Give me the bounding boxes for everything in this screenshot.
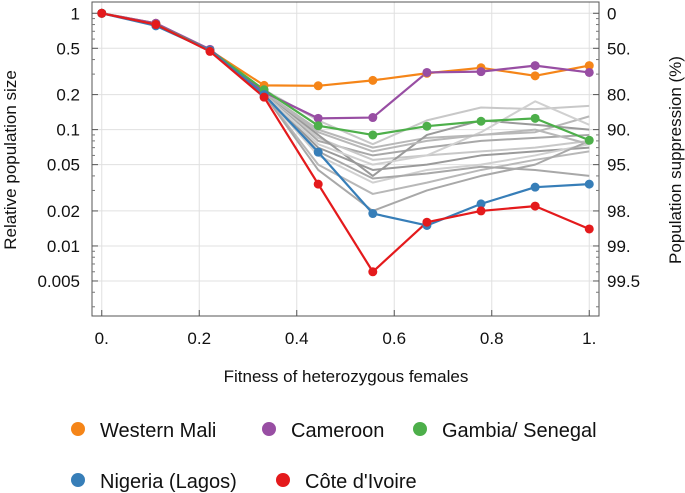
legend-label: Cameroon (291, 420, 384, 442)
data-point-gambia-senegal (368, 130, 378, 140)
y-tick-label: 0.005 (37, 272, 80, 291)
background-series-line (263, 91, 590, 153)
data-point-cameroon (530, 61, 540, 71)
y-tick-label: 0.01 (47, 237, 80, 256)
legend-label: Gambia/ Senegal (442, 420, 597, 442)
data-point-gambia-senegal (530, 113, 540, 123)
data-point-c-te-d-ivoire (97, 8, 107, 18)
background-series-line (263, 91, 590, 157)
y2-tick-label: 95. (607, 156, 631, 175)
x-tick-label: 0. (95, 329, 109, 348)
series-line-c-te-d-ivoire (101, 12, 590, 273)
y2-tick-label: 0 (607, 4, 616, 23)
y2-tick-label: 90. (607, 121, 631, 140)
series-line-cameroon (101, 12, 590, 120)
x-tick-label: 0.2 (187, 329, 211, 348)
x-tick-label: 0.8 (480, 329, 504, 348)
data-point-c-te-d-ivoire (584, 224, 594, 234)
background-series-group (263, 88, 590, 212)
legend-label: Nigeria (Lagos) (100, 471, 237, 493)
background-series-line (263, 91, 590, 177)
legend-label: Côte d'Ivoire (305, 471, 417, 493)
data-point-c-te-d-ivoire (205, 46, 215, 56)
background-series-line (263, 93, 590, 166)
x-axis-title: Fitness of heterozygous females (224, 367, 469, 386)
y-tick-label: 0.05 (47, 156, 80, 175)
data-point-nigeria-lagos (530, 182, 540, 192)
legend-marker (413, 422, 427, 436)
y2-tick-label: 50. (607, 39, 631, 58)
data-point-gambia-senegal (422, 121, 432, 131)
legend: Western Mali Cameroon Gambia/ Senegal Niger… (71, 420, 597, 493)
legend-marker (71, 422, 85, 436)
x-tick-label: 1. (582, 329, 596, 348)
data-point-nigeria-lagos (368, 209, 378, 219)
y-tick-label: 0.2 (56, 86, 80, 105)
axis-ticks: 0. 0.2 0.4 0.6 0.8 1. 1 0.5 0.2 0.1 0.05 0.02 0.01 0.… (37, 4, 640, 348)
data-point-cameroon (368, 113, 378, 123)
y-tick-label: 0.1 (56, 121, 80, 140)
data-point-c-te-d-ivoire (476, 206, 486, 216)
y-tick-label: 0.5 (56, 39, 80, 58)
data-point-gambia-senegal (476, 116, 486, 126)
y2-tick-label: 80. (607, 86, 631, 105)
y2-tick-label: 99.5 (607, 272, 640, 291)
y-tick-label: 0.02 (47, 202, 80, 221)
grid (92, 2, 599, 316)
data-point-nigeria-lagos (313, 147, 323, 157)
background-series-line (263, 93, 590, 195)
series-line-western-mali (101, 12, 590, 87)
data-point-cameroon (476, 67, 486, 77)
y2-tick-label: 98. (607, 202, 631, 221)
data-point-western-mali (368, 75, 378, 85)
data-point-c-te-d-ivoire (422, 217, 432, 227)
data-point-c-te-d-ivoire (259, 92, 269, 102)
data-point-cameroon (584, 67, 594, 77)
data-point-nigeria-lagos (584, 179, 594, 189)
data-point-western-mali (530, 71, 540, 81)
background-series-line (263, 94, 590, 212)
data-point-western-mali (584, 61, 594, 71)
legend-label: Western Mali (100, 420, 216, 442)
legend-marker (71, 473, 85, 487)
data-point-gambia-senegal (313, 121, 323, 131)
y2-axis-title: Population suppression (%) (666, 56, 685, 264)
background-series-line (263, 93, 590, 171)
y-tick-label: 1 (71, 4, 80, 23)
y2-tick-label: 99. (607, 237, 631, 256)
legend-marker (276, 473, 290, 487)
data-point-nigeria-lagos (476, 199, 486, 209)
y-axis-title: Relative population size (1, 70, 20, 250)
data-point-c-te-d-ivoire (313, 179, 323, 189)
plot-frame (91, 1, 600, 317)
data-point-cameroon (422, 67, 432, 77)
data-point-western-mali (313, 81, 323, 91)
data-point-c-te-d-ivoire (368, 267, 378, 277)
legend-marker (262, 422, 276, 436)
x-tick-label: 0.6 (382, 329, 406, 348)
main-series-group (97, 8, 594, 277)
data-point-gambia-senegal (584, 135, 594, 145)
x-tick-label: 0.4 (285, 329, 309, 348)
data-point-cameroon (313, 113, 323, 123)
data-point-c-te-d-ivoire (530, 201, 540, 211)
data-point-c-te-d-ivoire (151, 20, 161, 30)
